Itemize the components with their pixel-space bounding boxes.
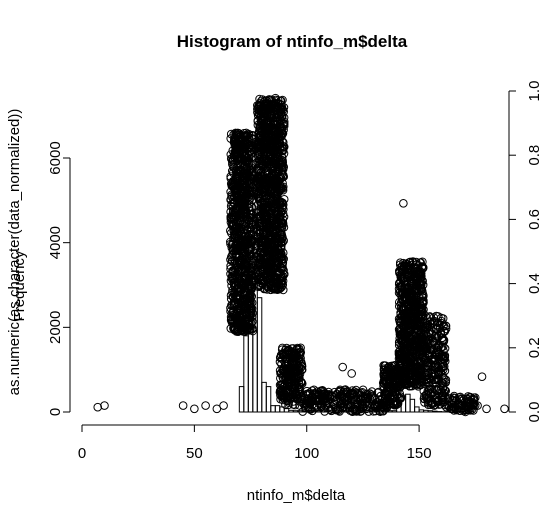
y-left-tick-label: 4000 [47, 226, 64, 259]
y-left-tick-label: 0 [47, 408, 64, 416]
histogram-bar [257, 298, 261, 412]
histogram-bar [293, 411, 297, 412]
histogram-bar [424, 410, 428, 412]
histogram-bar [406, 394, 410, 412]
histogram-bar [271, 406, 275, 412]
y-right-tick-label: 0.8 [526, 145, 543, 166]
y-left-tick-label: 2000 [47, 311, 64, 344]
scatter-point [220, 402, 228, 410]
histogram-bar [428, 411, 432, 412]
scatter-point [202, 402, 210, 410]
chart-title: Histogram of ntinfo_m$delta [177, 32, 408, 51]
histogram-bar [239, 387, 243, 412]
y-right-tick-label: 1.0 [526, 81, 543, 102]
scatter-point [478, 373, 486, 381]
histogram-bar [419, 410, 423, 412]
scatter-point [501, 405, 509, 413]
scatter-point [339, 363, 347, 371]
histogram-bar [244, 336, 248, 412]
histogram-bar [289, 410, 293, 412]
scatter-point [400, 200, 408, 208]
histogram-bar [266, 387, 270, 412]
y-right-tick-label: 0.0 [526, 402, 543, 423]
scatter-point [191, 405, 199, 413]
scatter-layer [94, 94, 508, 415]
histogram-bar [415, 407, 419, 412]
x-tick-label: 150 [407, 445, 432, 462]
x-axis-label: ntinfo_m$delta [247, 487, 346, 504]
y-left-tick-label: 6000 [47, 141, 64, 174]
histogram-bar [275, 406, 279, 412]
y-right-tick-label: 0.6 [526, 209, 543, 230]
scatter-point [483, 405, 491, 413]
histogram-bar [262, 382, 266, 412]
y-axis-label-normalized: as.numeric(as.character(data_normalized)… [6, 109, 23, 396]
histogram-bar [433, 411, 437, 412]
x-tick-label: 100 [294, 445, 319, 462]
histogram-bar [284, 409, 288, 412]
scatter-point [179, 402, 187, 410]
plot-layer: 0 50 100 150 0 2000 4000 6000 0.0 0.2 0.4 0.6 0.8 1.0… [6, 81, 543, 462]
y-right-tick-label: 0.2 [526, 337, 543, 358]
x-tick-label: 50 [186, 445, 203, 462]
histogram-bar [410, 399, 414, 412]
scatter-point [348, 370, 356, 378]
histogram-bar [392, 411, 396, 412]
y-right-tick-label: 0.4 [526, 273, 543, 294]
scatter-point [101, 402, 109, 410]
x-tick-label: 0 [78, 445, 86, 462]
